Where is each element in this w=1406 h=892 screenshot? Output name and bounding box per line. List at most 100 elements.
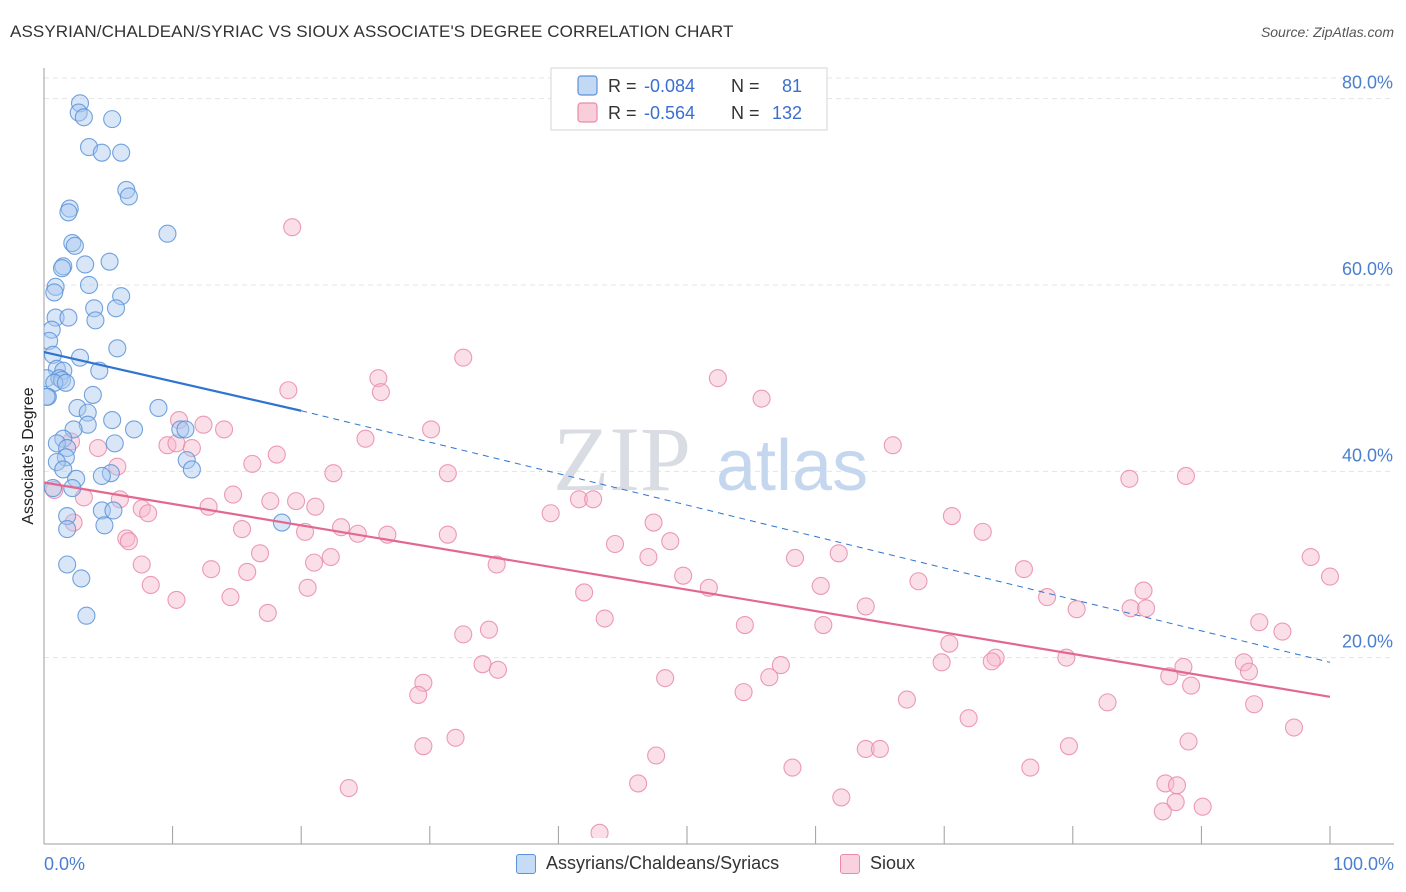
sioux-point-30 xyxy=(584,490,603,509)
sioux-point-54 xyxy=(321,547,340,567)
legend-label-assyrians: Assyrians/Chaldeans/Syriacs xyxy=(546,853,780,873)
sioux-point-112 xyxy=(414,737,433,756)
sioux-point-0 xyxy=(283,218,302,237)
assyrian-point-8 xyxy=(119,187,138,206)
assyrian-point-39 xyxy=(56,373,75,392)
sioux-point-58 xyxy=(305,553,324,572)
legend-n-label-blue: N = xyxy=(731,76,760,96)
sioux-point-10 xyxy=(422,420,441,439)
sioux-point-126 xyxy=(1193,797,1212,816)
legend-label-sioux: Sioux xyxy=(870,853,916,873)
assyrian-point-29 xyxy=(108,339,127,358)
sioux-point-72 xyxy=(1134,581,1153,600)
assyrian-point-52 xyxy=(54,429,73,448)
sioux-point-74 xyxy=(221,588,240,607)
sioux-point-43 xyxy=(973,522,992,541)
chart-title: ASSYRIAN/CHALDEAN/SYRIAC VS SIOUX ASSOCI… xyxy=(10,22,734,41)
sioux-point-67 xyxy=(141,575,160,595)
sioux-point-56 xyxy=(785,548,805,568)
sioux-point-68 xyxy=(298,578,317,597)
legend-n-value-blue: 81 xyxy=(782,76,802,96)
sioux-point-37 xyxy=(541,504,560,523)
sioux-point-93 xyxy=(473,655,492,674)
sioux-point-83 xyxy=(735,615,754,635)
axes xyxy=(43,68,1394,845)
assyrian-point-68 xyxy=(58,506,77,526)
sioux-point-125 xyxy=(1166,793,1185,812)
sioux-point-13 xyxy=(158,436,177,455)
watermark-zip: ZIP xyxy=(553,408,691,510)
assyrian-point-71 xyxy=(58,520,77,539)
sioux-point-92 xyxy=(932,653,951,672)
sioux-point-4 xyxy=(371,383,390,402)
sioux-point-104 xyxy=(409,685,428,704)
sioux-point-55 xyxy=(639,547,658,567)
assyrian-point-11 xyxy=(158,224,177,243)
sioux-point-19 xyxy=(243,454,262,473)
y-tick-label-20: 20.0% xyxy=(1342,632,1393,652)
assyrian-point-48 xyxy=(64,420,83,439)
sioux-point-23 xyxy=(1120,469,1139,488)
sioux-point-114 xyxy=(870,739,889,759)
sioux-point-122 xyxy=(629,774,648,793)
assyrian-point-55 xyxy=(58,438,77,458)
sioux-point-94 xyxy=(488,660,508,679)
assyrian-point-25 xyxy=(59,308,78,327)
sioux-point-70 xyxy=(811,576,830,595)
sioux-point-40 xyxy=(644,513,663,532)
assyrian-point-2 xyxy=(74,108,93,127)
sioux-point-103 xyxy=(1182,676,1201,695)
assyrian-point-20 xyxy=(45,283,64,302)
y-tick-label-60: 60.0% xyxy=(1342,259,1393,279)
assyrian-point-15 xyxy=(52,259,72,278)
assyrian-point-67 xyxy=(104,501,123,520)
assyrian-point-49 xyxy=(124,420,144,439)
assyrian-point-3 xyxy=(103,110,122,129)
sioux-point-128 xyxy=(590,823,609,838)
x-ticks xyxy=(43,826,1331,844)
assyrian-point-72 xyxy=(58,555,77,574)
sioux-point-3 xyxy=(708,369,727,388)
y-tick-label-80: 80.0% xyxy=(1342,73,1393,93)
trend-line-sioux xyxy=(43,481,1331,698)
sioux-point-12 xyxy=(356,429,375,448)
sioux-point-108 xyxy=(1245,695,1264,714)
sioux-point-118 xyxy=(1021,758,1040,777)
sioux-point-35 xyxy=(132,499,151,518)
trend-line-assyrian-dashed xyxy=(301,410,1331,663)
sioux-point-38 xyxy=(942,506,961,526)
assyrian-point-70 xyxy=(95,516,114,535)
sioux-point-113 xyxy=(856,739,875,759)
sioux-point-100 xyxy=(760,668,779,687)
assyrian-point-60 xyxy=(54,460,73,479)
sioux-point-62 xyxy=(238,562,257,581)
sioux-point-66 xyxy=(1320,567,1340,586)
assyrian-point-74 xyxy=(77,606,96,625)
legend-r-value-pink: -0.564 xyxy=(644,103,695,123)
assyrian-point-17 xyxy=(100,252,119,271)
series-sioux-points xyxy=(45,218,1340,838)
sioux-point-107 xyxy=(1098,693,1117,712)
sioux-point-2 xyxy=(369,369,388,388)
y-axis-label: Associate's Degree xyxy=(20,387,37,524)
sioux-point-26 xyxy=(223,485,243,504)
legend-r-value-blue: -0.084 xyxy=(644,76,695,96)
y-tick-label-40: 40.0% xyxy=(1342,445,1393,465)
x-tick-label-0: 0.0% xyxy=(44,854,85,874)
sioux-point-101 xyxy=(656,669,675,688)
sioux-point-21 xyxy=(324,464,343,483)
assyrian-point-21 xyxy=(112,287,131,306)
watermark: ZIP atlas xyxy=(553,408,868,510)
series-legend: Assyrians/Chaldeans/Syriacs Sioux xyxy=(0,853,1406,877)
sioux-point-1 xyxy=(454,348,473,367)
sioux-point-9 xyxy=(214,420,234,439)
sioux-point-36 xyxy=(139,504,158,523)
legend-r-label-pink: R = xyxy=(608,103,637,123)
sioux-point-116 xyxy=(1179,732,1198,751)
assyrian-point-50 xyxy=(171,420,190,439)
assyrian-point-53 xyxy=(47,434,66,453)
assyrian-point-10 xyxy=(59,203,78,222)
series-assyrian-points xyxy=(44,94,291,625)
legend-n-value-pink: 132 xyxy=(772,103,802,123)
sioux-point-110 xyxy=(1284,718,1304,737)
